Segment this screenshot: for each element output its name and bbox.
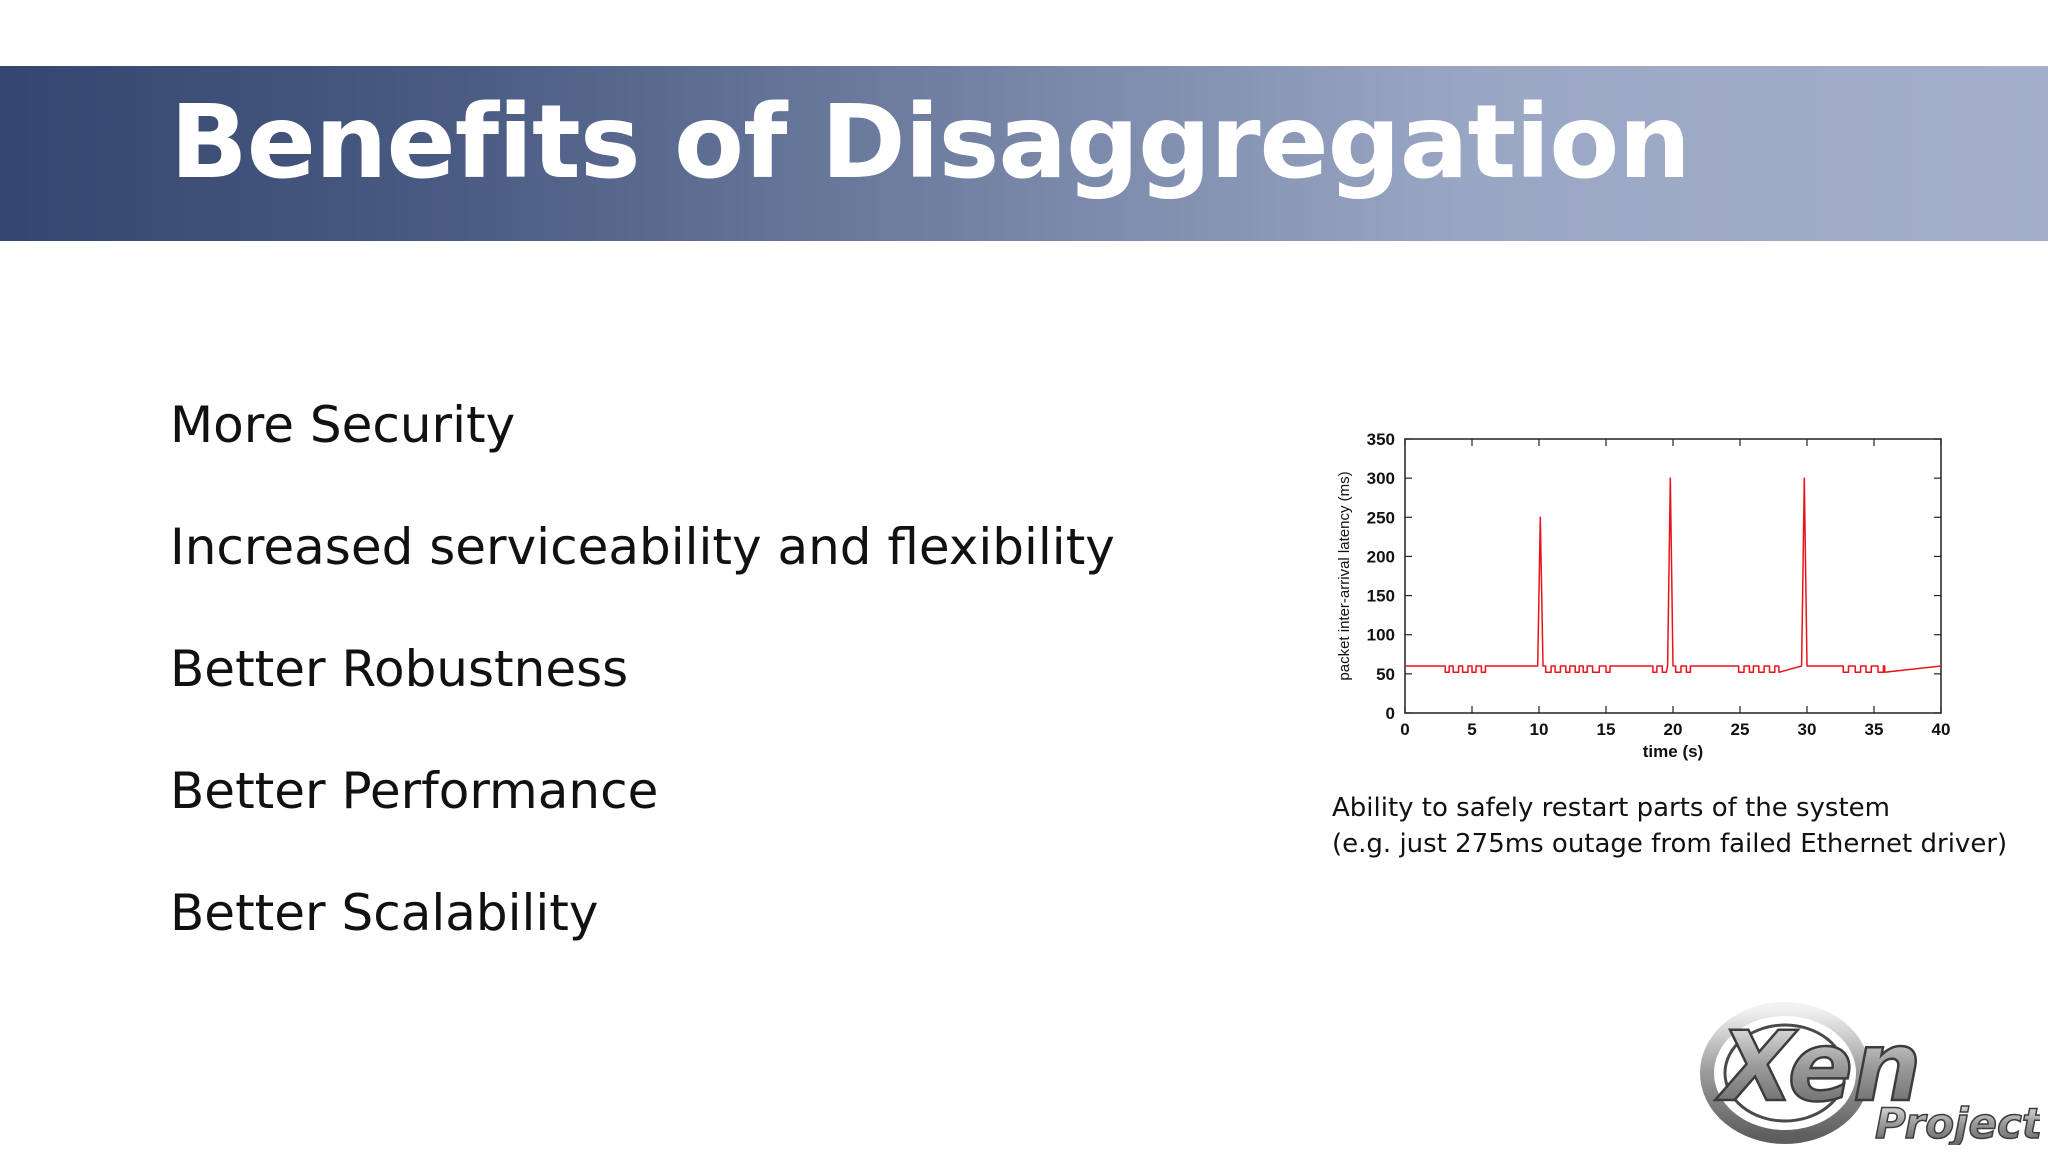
chart-caption: Ability to safely restart parts of the s… [1332,790,2007,862]
y-axis-label: packet inter-arrival latency (ms) [1336,471,1353,680]
y-tick-label: 350 [1367,430,1395,449]
x-tick-label: 15 [1597,720,1616,739]
plot-frame [1404,438,1942,714]
title-banner [0,66,2048,241]
x-tick-label: 35 [1865,720,1884,739]
latency-series-line [1405,477,1942,674]
y-tick-label: 250 [1367,508,1395,527]
x-axis-label: time (s) [1643,742,1703,761]
bullet-item: Better Performance [170,762,659,820]
x-tick-label: 10 [1530,720,1549,739]
y-tick-label: 300 [1367,469,1395,488]
bullet-item: More Security [170,396,516,454]
y-tick-label: 100 [1367,626,1395,645]
x-tick-label: 0 [1400,720,1409,739]
logo-sub: Project [1875,1099,2040,1145]
bullet-item: Increased serviceability and flexibility [170,518,1115,576]
y-tick-label: 150 [1367,587,1395,606]
latency-chart: 0 5 10 15 20 25 30 35 40 0 50 100 150 200 250 300 350 tim… [1336,430,1951,761]
x-tick-label: 25 [1731,720,1750,739]
y-tick-label: 50 [1376,665,1395,684]
x-tick-label: 5 [1467,720,1476,739]
slide-title: Benefits of Disaggregation [170,83,1691,202]
x-tick-label: 30 [1798,720,1817,739]
y-tick-label: 200 [1367,547,1395,566]
xen-project-logo-icon: Xen Project [1700,1002,2040,1145]
logo-word: Xen [1715,1011,1921,1123]
caption-line-1: Ability to safely restart parts of the s… [1332,793,1890,823]
x-tick-label: 40 [1932,720,1951,739]
caption-line-2: (e.g. just 275ms outage from failed Ethe… [1332,829,2008,859]
x-tick-label: 20 [1664,720,1683,739]
y-tick-label: 0 [1386,704,1395,723]
bullet-item: Better Robustness [170,640,629,698]
bullet-item: Better Scalability [170,884,599,942]
bullet-list: More Security Increased serviceability a… [170,400,1115,1010]
